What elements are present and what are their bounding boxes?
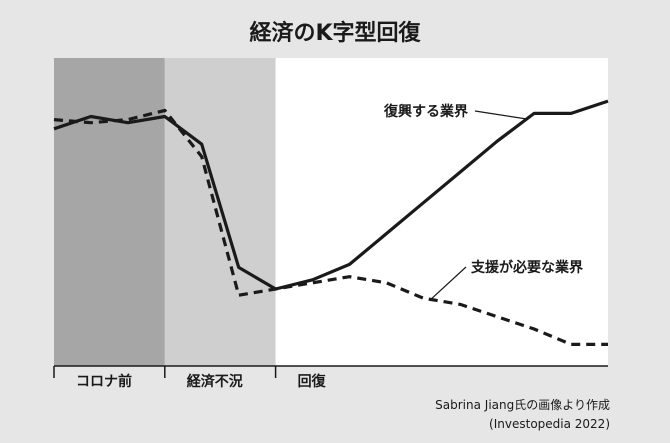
phase-label-2: 回復 [298, 373, 327, 390]
phase-backgrounds [54, 58, 608, 366]
series-line-1 [53, 108, 608, 346]
annotation-label-1: 支援が必要な業界 [470, 259, 584, 276]
phase-label-0: コロナ前 [76, 373, 132, 390]
source-line-1: Sabrina Jiang氏の画像より作成 [435, 398, 610, 412]
annotation-leader-0 [474, 110, 527, 120]
source-line-2: (Investopedia 2022) [489, 417, 610, 431]
series-lines [53, 99, 609, 346]
phase-background-0 [54, 58, 165, 366]
phase-background-1 [164, 58, 276, 366]
series-line-0 [53, 99, 609, 291]
annotation-label-0: 復興する業界 [383, 103, 469, 120]
phase-labels: コロナ前 経済不況 回復 [76, 373, 327, 390]
annotation-leader-1 [430, 266, 467, 300]
phase-background-2 [275, 58, 608, 366]
x-axis [53, 365, 608, 378]
phase-label-1: 経済不況 [187, 373, 243, 390]
chart-title: 経済のK字型回復 [249, 20, 421, 46]
